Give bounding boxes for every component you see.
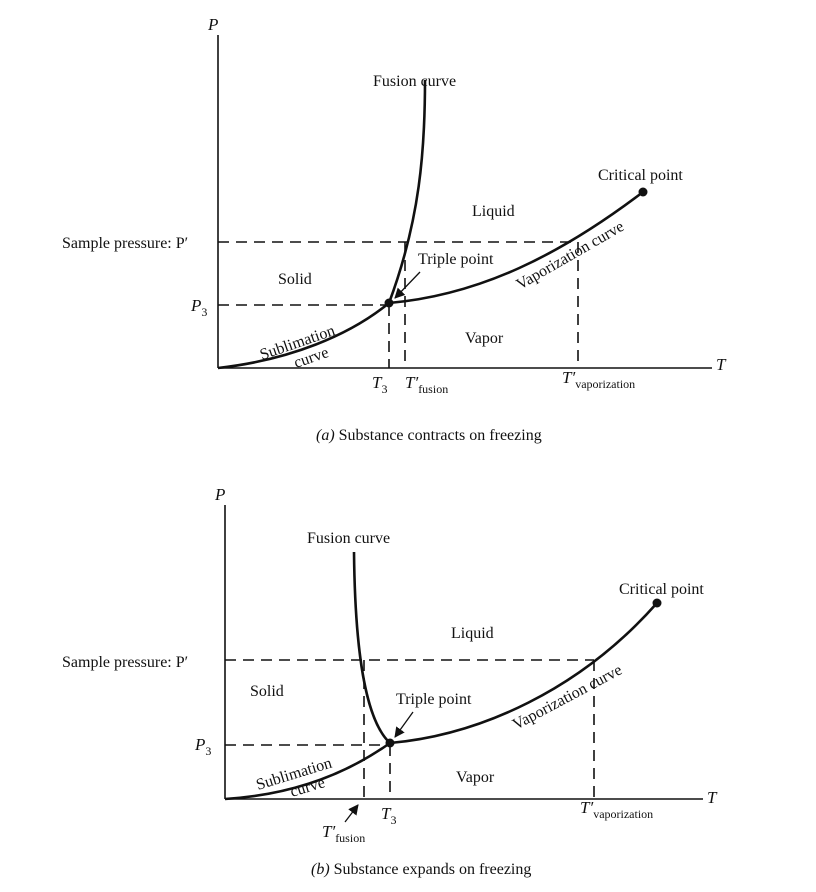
triple-point-marker [385,738,395,748]
fusion-curve-label: Fusion curve [373,73,456,90]
triple-point-arrow [394,271,421,299]
triple-point-label: Triple point [396,691,472,708]
pressure-axis-label: P [207,15,218,34]
fusion-curve [387,79,427,304]
tvaporization-label: T′vaporization [580,798,653,821]
temperature-axis-label: T [707,788,718,807]
solid-label: Solid [250,683,284,700]
p3-label: P3 [194,735,211,758]
caption-a: (a) Substance contracts on freezing [316,427,542,444]
critical-point-marker [638,187,648,197]
vaporization-curve-label: Vaporization curve [514,218,628,293]
t3-label: T3 [381,804,396,827]
sublimation-curve [224,741,391,801]
diagram-b: P T Fusion curve Critical point Liquid S… [62,485,718,878]
sample-pressure-label: Sample pressure: P′ [62,654,188,671]
vaporization-curve [389,602,658,745]
diagram-a: P T Fusion curve Critical point Liquid S… [62,15,727,444]
liquid-label: Liquid [472,203,515,220]
sample-pressure-label: Sample pressure: P′ [62,235,188,252]
triple-point-arrow [394,711,414,738]
tfusion-arrow [344,804,359,823]
tvaporization-label: T′vaporization [562,368,635,391]
temperature-axis-label: T [716,355,727,374]
vaporization-curve [388,190,644,305]
vapor-label: Vapor [456,769,495,786]
triple-point-label: Triple point [418,251,494,268]
critical-point-label: Critical point [598,167,683,184]
p3-label: P3 [190,296,207,319]
critical-point-label: Critical point [619,581,704,598]
liquid-label: Liquid [451,625,494,642]
tfusion-label: T′fusion [322,822,365,845]
pressure-axis-label: P [214,485,225,504]
critical-point-marker [652,598,662,608]
triple-point-marker [384,298,394,308]
vapor-label: Vapor [465,330,504,347]
tfusion-label: T′fusion [405,373,448,396]
caption-b: (b) Substance expands on freezing [311,861,531,878]
fusion-curve-label: Fusion curve [307,530,390,547]
t3-label: T3 [372,373,387,396]
sublimation-curve [217,301,390,370]
solid-label: Solid [278,271,312,288]
vaporization-curve-label: Vaporization curve [510,662,625,734]
fusion-curve [352,551,391,744]
